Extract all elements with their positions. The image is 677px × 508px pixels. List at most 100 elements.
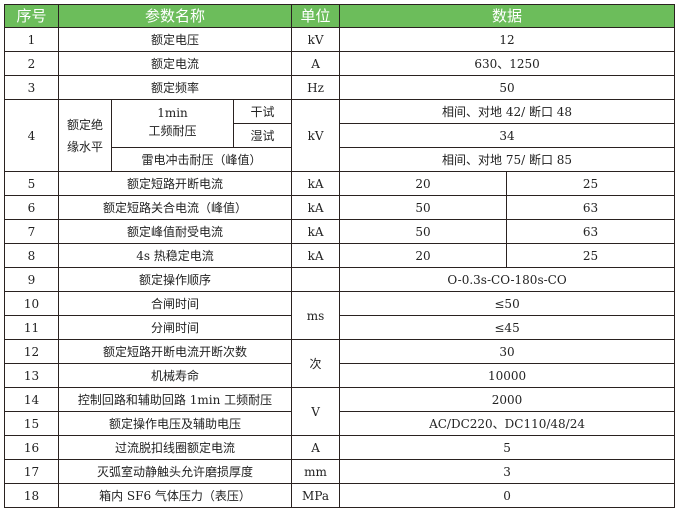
- row-name: 额定短路开断电流: [57, 171, 293, 196]
- row-value-2: 25: [506, 243, 676, 268]
- table-row: 2 额定电流 A 630、1250: [4, 51, 676, 76]
- row-name: 额定操作顺序: [57, 267, 293, 292]
- row-unit: V: [291, 387, 341, 436]
- row-value-2: 63: [506, 219, 676, 244]
- row-name: 额定电流: [57, 51, 293, 76]
- table-row: 雷电冲击耐压（峰值） 相间、对地 75/ 断口 85: [5, 147, 676, 172]
- row-no: 10: [4, 291, 59, 316]
- row-no: 5: [4, 171, 59, 196]
- row-value: ≤45: [339, 315, 676, 340]
- sub-label-2: 工频耐压: [148, 123, 197, 138]
- row-name: 4s 热稳定电流: [57, 243, 293, 268]
- table-row: 3 额定频率 Hz 50: [4, 75, 676, 100]
- row-no: 12: [4, 339, 59, 364]
- row-name: 额定短路开断电流开断次数: [57, 339, 293, 364]
- row-unit: kA: [291, 195, 341, 220]
- table-row: 15 额定操作电压及辅助电压 AC/DC220、DC110/48/24: [4, 411, 676, 436]
- table-row: 9 额定操作顺序 O-0.3s-CO-180s-CO: [4, 267, 676, 292]
- row-value: 2000: [339, 387, 676, 412]
- row-name: 额定峰值耐受电流: [57, 219, 293, 244]
- table-row: 17 灭弧室动静触头允许磨损厚度 mm 3: [4, 459, 676, 484]
- header-row: 序号 参数名称 单位 数据: [4, 4, 676, 28]
- table-row: 4 额定绝缘水平 1min 工频耐压 干试 kV 相间、对地 42/ 断口 48: [4, 99, 676, 172]
- row-name: 额定操作电压及辅助电压: [57, 411, 293, 436]
- lightning-value: 相间、对地 75/ 断口 85: [339, 147, 676, 172]
- table-row: 6 额定短路关合电流（峰值） kA 50 63: [4, 195, 676, 220]
- row-value: 10000: [339, 363, 676, 388]
- row-name: 灭弧室动静触头允许磨损厚度: [57, 459, 293, 484]
- lightning-label: 雷电冲击耐压（峰值）: [110, 147, 293, 172]
- row-value: AC/DC220、DC110/48/24: [339, 411, 676, 436]
- sub-label-1: 1min: [157, 105, 188, 120]
- power-frequency-label: 1min 工频耐压: [111, 99, 234, 148]
- dry-value: 相间、对地 42/ 断口 48: [339, 99, 676, 124]
- row-no: 3: [4, 75, 59, 100]
- header-no: 序号: [4, 4, 59, 28]
- row-no: 16: [4, 435, 59, 460]
- row-unit: [291, 267, 341, 292]
- row-value-1: 50: [339, 219, 508, 244]
- wet-value: 34: [339, 123, 676, 148]
- row-value: 50: [339, 75, 676, 100]
- parameter-table: 序号 参数名称 单位 数据 1 额定电压 kV 12 2 额定电流 A 630、…: [4, 4, 676, 508]
- row-value: ≤50: [339, 291, 676, 316]
- table-row: 湿试 34: [5, 123, 676, 148]
- row-unit: ms: [291, 291, 341, 340]
- row-no: 7: [4, 219, 59, 244]
- table-row: 8 4s 热稳定电流 kA 20 25: [4, 243, 676, 268]
- row-unit: MPa: [291, 483, 341, 508]
- header-unit: 单位: [291, 4, 341, 28]
- row-no: 17: [4, 459, 59, 484]
- row-value-1: 20: [339, 171, 508, 196]
- table-row: 18 箱内 SF6 气体压力（表压） MPa 0: [4, 483, 676, 508]
- row-unit: A: [291, 51, 341, 76]
- row-unit: 次: [291, 339, 341, 388]
- row-value: 12: [339, 27, 676, 52]
- row-name: 控制回路和辅助回路 1min 工频耐压: [57, 387, 293, 412]
- row-no: 11: [4, 315, 59, 340]
- row-value: O-0.3s-CO-180s-CO: [339, 267, 676, 292]
- table-row: 5 额定短路开断电流 kA 20 25: [4, 171, 676, 196]
- row-no: 1: [4, 27, 59, 52]
- row-no: 18: [4, 483, 59, 508]
- row-no: 13: [4, 363, 59, 388]
- row-no: 4: [4, 99, 59, 172]
- row-value: 0: [339, 483, 676, 508]
- row-no: 14: [4, 387, 59, 412]
- dry-test: 干试: [232, 99, 293, 124]
- row-name: 机械寿命: [57, 363, 293, 388]
- row-no: 8: [4, 243, 59, 268]
- row-unit: A: [291, 435, 341, 460]
- row-name: 分闸时间: [57, 315, 293, 340]
- row-value-1: 20: [339, 243, 508, 268]
- row-unit: kA: [291, 219, 341, 244]
- row-unit: kA: [291, 171, 341, 196]
- table-row: 7 额定峰值耐受电流 kA 50 63: [4, 219, 676, 244]
- row-name: 额定频率: [57, 75, 293, 100]
- row-unit: Hz: [291, 75, 341, 100]
- table-row: 1 额定电压 kV 12: [4, 27, 676, 52]
- row-value: 3: [339, 459, 676, 484]
- table-row: 10 合闸时间 ms ≤50: [4, 291, 676, 340]
- table-row: 16 过流脱扣线圈额定电流 A 5: [4, 435, 676, 460]
- row-name: 合闸时间: [57, 291, 293, 316]
- table-row: 13 机械寿命 10000: [4, 363, 676, 388]
- row-name: 箱内 SF6 气体压力（表压）: [57, 483, 293, 508]
- row-unit: kV: [291, 99, 341, 172]
- row-group: 额定绝缘水平: [58, 99, 112, 172]
- row-unit: mm: [291, 459, 341, 484]
- row-value-1: 50: [339, 195, 508, 220]
- row-value: 630、1250: [339, 51, 676, 76]
- row-name: 额定短路关合电流（峰值）: [57, 195, 293, 220]
- header-data: 数据: [339, 4, 676, 28]
- row-name: 额定电压: [57, 27, 293, 52]
- row-value: 5: [339, 435, 676, 460]
- row-name: 过流脱扣线圈额定电流: [57, 435, 293, 460]
- header-name: 参数名称: [57, 4, 293, 28]
- row-no: 9: [4, 267, 59, 292]
- row-value-2: 25: [506, 171, 676, 196]
- row-no: 2: [4, 51, 59, 76]
- row-no: 15: [4, 411, 59, 436]
- table-row: 12 额定短路开断电流开断次数次 30: [4, 339, 676, 388]
- row-unit: kA: [291, 243, 341, 268]
